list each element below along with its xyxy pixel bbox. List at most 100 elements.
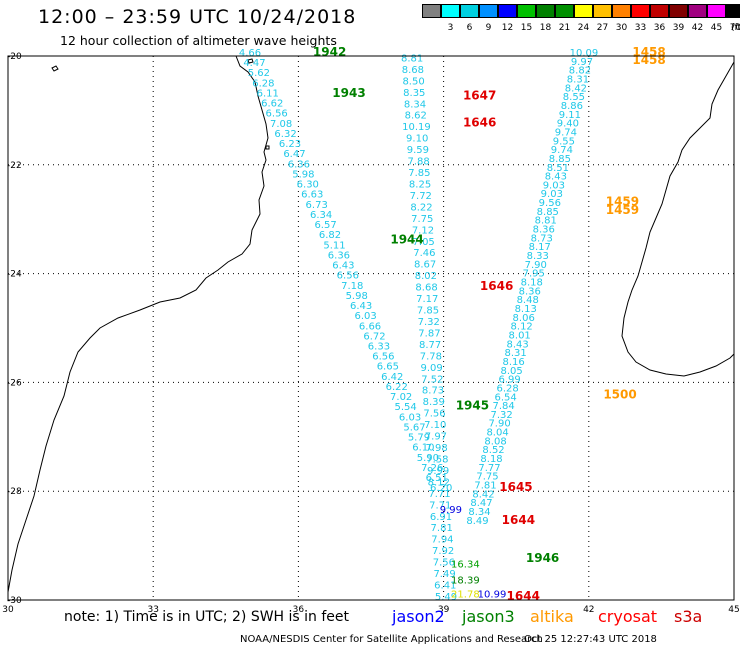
scale-swatch — [574, 4, 593, 18]
wave-height-value: 7.71 — [428, 489, 450, 500]
wave-height-value: 6.56 — [337, 271, 359, 282]
wave-height-value: 9.03 — [541, 189, 563, 200]
africa-coastline — [7, 55, 269, 593]
wave-height-value: 5.54 — [394, 402, 416, 413]
wave-height-value: 6.72 — [363, 331, 385, 342]
lat-tick-label: -24 — [7, 270, 22, 280]
scale-label: 6 — [466, 23, 473, 33]
wave-height-value: 6.20 — [430, 483, 452, 494]
scale-swatch — [422, 4, 441, 18]
wave-height-value: 7.46 — [413, 248, 435, 259]
wave-height-value: 7.12 — [412, 225, 434, 236]
pass-time-label: 1946 — [526, 551, 559, 565]
lat-tick-label: -20 — [7, 52, 22, 62]
lat-tick-label: -26 — [7, 378, 22, 388]
wave-height-value: 8.73 — [531, 233, 553, 244]
wave-height-value: 7.08 — [270, 119, 292, 130]
wave-height-value: 8.42 — [472, 489, 494, 500]
wave-height-value: 21.78 — [451, 589, 480, 600]
wave-height-value: 8.08 — [484, 436, 506, 447]
credit-line: NOAA/NESDIS Center for Satellite Applica… — [240, 634, 543, 645]
wave-height-value: 7.95 — [523, 269, 545, 280]
wave-height-value: 8.25 — [409, 179, 431, 190]
wave-height-value: 8.31 — [505, 348, 527, 359]
wave-height-value: 7.98 — [426, 443, 448, 454]
wave-height-value: 10.09 — [570, 48, 599, 59]
wave-height-value: 8.18 — [480, 454, 502, 465]
wave-height-value: 7.75 — [476, 472, 498, 483]
lat-tick-label: -22 — [7, 161, 22, 171]
wave-height-value: 6.43 — [350, 301, 372, 312]
wave-height-value: 7.97 — [425, 432, 447, 443]
wave-height-value: 6.54 — [494, 392, 516, 403]
wave-height-value: 6.03 — [399, 412, 421, 423]
scale-label: 70 — [729, 23, 740, 33]
scale-label: 30 — [615, 23, 628, 33]
wave-height-value: 7.18 — [341, 281, 363, 292]
wave-height-value: 8.16 — [503, 357, 525, 368]
pass-time-label: 1647 — [463, 89, 496, 103]
wave-height-value: 7.71 — [429, 500, 451, 511]
wave-height-value: 6.82 — [319, 230, 341, 241]
wave-height-value: 8.68 — [402, 65, 424, 76]
wave-height-value: 5.11 — [323, 240, 345, 251]
wave-height-value: 6.91 — [430, 512, 452, 523]
lon-tick-label: 39 — [438, 605, 450, 615]
wave-height-value: 6.03 — [354, 311, 376, 322]
satellite-legend-jason2: jason2 — [392, 607, 445, 626]
wave-height-value: 9.03 — [543, 180, 565, 191]
wave-height-value: 7.26 — [421, 463, 443, 474]
wave-height-value: 8.33 — [527, 251, 549, 262]
wave-height-value: 8.47 — [470, 498, 492, 509]
wave-height-value: 8.43 — [545, 172, 567, 183]
axis-ticks: 30 33 36 39 42 45 -20 -22 -24 -26 -28 -30 — [2, 52, 739, 615]
wave-height-value: 9.10 — [406, 134, 428, 145]
wave-height-value: 6.36 — [328, 250, 350, 261]
wave-height-value: 6.99 — [498, 375, 520, 386]
wave-height-value: 7.49 — [433, 569, 455, 580]
wave-height-value: 7.56 — [423, 409, 445, 420]
scale-label: 18 — [539, 23, 552, 33]
wave-height-value: 7.85 — [417, 306, 439, 317]
wave-height-value: 8.67 — [414, 260, 436, 271]
pass-time-labels: 1942 1943 1944 1945 1946 1647 1646 1646 1645 1644… — [313, 45, 666, 603]
wave-height-value: 6.73 — [306, 200, 328, 211]
wave-height-value: 8.36 — [519, 286, 541, 297]
wave-height-value: 5.67 — [403, 422, 425, 433]
wave-height-value: 7.32 — [490, 410, 512, 421]
lon-tick-label: 36 — [293, 605, 305, 615]
wave-height-value: 8.51 — [547, 163, 569, 174]
pass-time-label: 1646 — [480, 279, 513, 293]
wave-height-value: 8.34 — [404, 99, 426, 110]
wave-height-value: 6.63 — [301, 190, 323, 201]
wave-height-value: 8.86 — [561, 101, 583, 112]
pass-time-label: 1459 — [606, 203, 639, 217]
wave-height-value: 10.19 — [402, 122, 431, 133]
scale-swatch — [498, 4, 517, 18]
scale-swatch — [688, 4, 707, 18]
wave-height-value: 8.34 — [468, 507, 490, 518]
scale-swatch — [555, 4, 574, 18]
wave-height-value: 8.18 — [521, 278, 543, 289]
scale-swatch — [460, 4, 479, 18]
wave-height-value: 10.99 — [478, 589, 507, 600]
pass-time-label: 1644 — [502, 513, 535, 527]
scale-label: 9 — [485, 23, 492, 33]
wave-height-value: 7.92 — [432, 546, 454, 557]
wave-height-value: 8.52 — [482, 445, 504, 456]
page-subtitle: 12 hour collection of altimeter wave hei… — [60, 33, 337, 48]
wave-height-value: 8.49 — [466, 516, 488, 527]
scale-label: 24 — [577, 23, 590, 33]
scale-label: 36 — [653, 23, 666, 33]
scale-swatch — [650, 4, 669, 18]
scale-swatch — [612, 4, 631, 18]
wave-height-value: 8.68 — [415, 283, 437, 294]
footer-note: note: 1) Time is in UTC; 2) SWH is in fe… — [64, 609, 350, 625]
wave-height-value: 6.51 — [426, 473, 448, 484]
wave-height-value: 4.47 — [243, 58, 265, 69]
pass-time-label: 1944 — [390, 233, 423, 247]
pass-time-label: 1458 — [632, 53, 665, 67]
wave-height-value: 5.90 — [417, 453, 439, 464]
scale-swatch — [707, 4, 726, 18]
